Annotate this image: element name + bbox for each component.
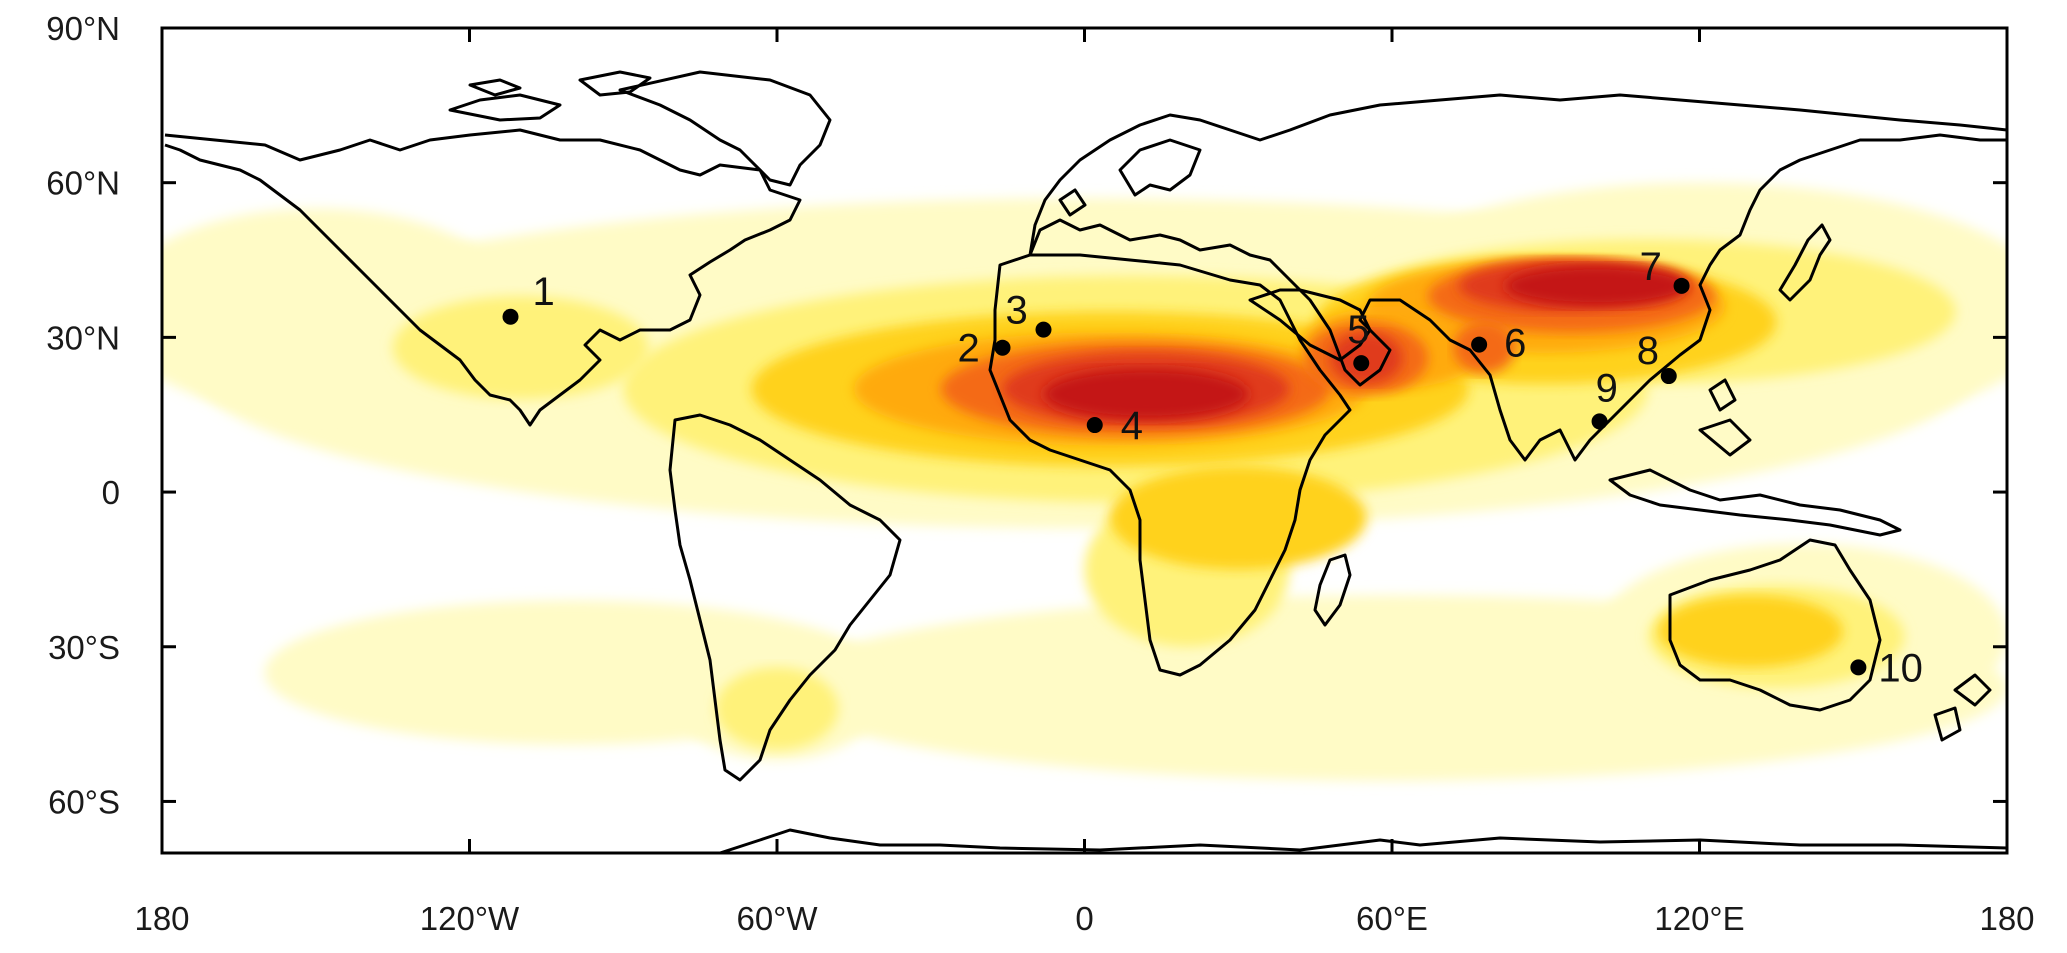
site-marker-3 <box>1035 321 1052 338</box>
coastline-africa <box>988 253 1352 677</box>
coastline-indonesia <box>1608 378 1902 537</box>
site-marker-4 <box>1086 417 1103 434</box>
site-marker-5 <box>1353 355 1370 372</box>
shading-band-7 <box>1043 368 1249 420</box>
shading-band-3 <box>1658 595 1843 668</box>
site-marker-8 <box>1660 368 1677 385</box>
site-label-5: 5 <box>1347 308 1369 352</box>
site-label-1: 1 <box>533 270 555 314</box>
coastline-north-america <box>164 128 802 427</box>
coastline-new-zealand <box>1933 673 1992 742</box>
x-tick-label: 180 <box>134 900 189 937</box>
y-tick-label: 60°S <box>48 783 120 820</box>
coastline-madagascar <box>1313 553 1352 627</box>
y-tick-label: 60°N <box>46 165 120 202</box>
coastline-arabia <box>1248 288 1372 362</box>
coastline-greenland <box>618 70 832 187</box>
y-tick-label: 30°S <box>48 629 120 666</box>
axes: 180 120°W 60°W 0 60°E 120°E 180 90°N 60°N 30°N 0 30… <box>46 10 2034 937</box>
site-label-3: 3 <box>1006 289 1028 333</box>
coastline-eurasia <box>1028 93 2007 462</box>
y-tick-label: 0 <box>102 474 120 511</box>
shading-band-2 <box>392 296 649 400</box>
site-label-2: 2 <box>958 327 980 371</box>
site-marker-2 <box>994 339 1011 356</box>
site-label-4: 4 <box>1121 404 1143 448</box>
shading-band-2 <box>715 667 839 750</box>
coastline-south-america <box>668 413 902 782</box>
x-tick-label: 120°E <box>1654 900 1744 937</box>
shading-band-7 <box>1504 265 1690 307</box>
site-label-6: 6 <box>1504 322 1526 366</box>
site-marker-6 <box>1471 336 1488 353</box>
site-label-8: 8 <box>1637 329 1659 373</box>
coastline-scandinavia <box>1058 138 1202 217</box>
coastline-australia <box>1668 538 1882 712</box>
site-marker-7 <box>1673 277 1690 294</box>
x-tick-label: 180 <box>1979 900 2034 937</box>
x-tick-label: 0 <box>1075 900 1093 937</box>
x-tick-label: 60°E <box>1356 900 1428 937</box>
concentration-shading <box>162 182 2007 781</box>
site-marker-9 <box>1591 413 1608 430</box>
coastlines <box>164 70 2007 853</box>
y-tick-label: 90°N <box>46 10 120 47</box>
coastline-antarctica <box>719 828 2007 853</box>
x-tick-label: 60°W <box>736 900 818 937</box>
x-tick-label: 120°W <box>420 900 520 937</box>
site-label-9: 9 <box>1596 366 1618 410</box>
y-tick-label: 30°N <box>46 319 120 356</box>
site-marker-10 <box>1850 659 1867 676</box>
coastline-arctic-islands <box>448 70 652 122</box>
site-marker-1 <box>502 308 519 325</box>
site-label-7: 7 <box>1640 245 1662 289</box>
site-label-10: 10 <box>1878 646 1923 690</box>
shading-band-3 <box>1110 466 1367 570</box>
coastline-japan <box>1778 223 1832 302</box>
